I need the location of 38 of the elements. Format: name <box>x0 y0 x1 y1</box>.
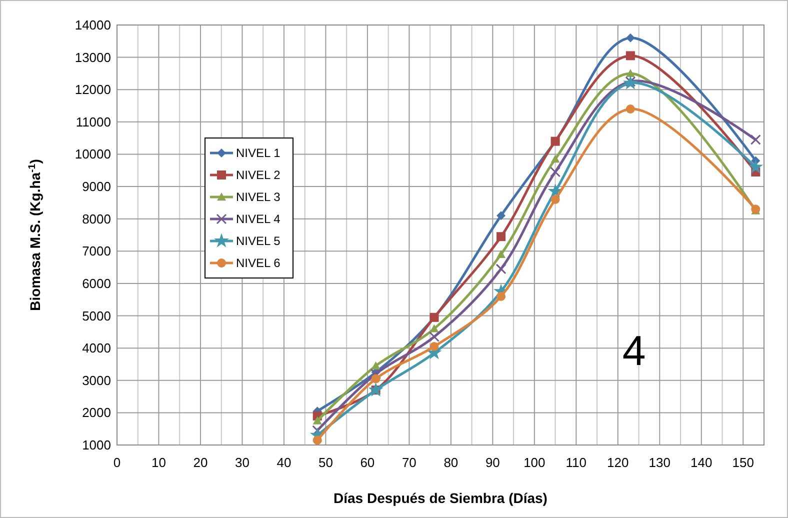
x-tick-label: 20 <box>193 455 208 470</box>
x-tick-label: 120 <box>607 455 629 470</box>
x-tick-label: 70 <box>402 455 416 470</box>
x-axis-title: Días Después de Siembra (Días) <box>334 490 548 506</box>
legend-label: NIVEL 3 <box>236 190 281 204</box>
y-tick-label: 9000 <box>82 179 111 194</box>
y-tick-label: 2000 <box>82 405 111 420</box>
y-tick-label: 7000 <box>82 244 111 259</box>
y-tick-label: 12000 <box>74 82 111 98</box>
x-tick-label: 60 <box>360 455 375 470</box>
y-tick-label: 11000 <box>76 114 111 130</box>
x-tick-label: 130 <box>648 455 670 470</box>
x-tick-label: 0 <box>113 455 121 470</box>
y-tick-label: 10000 <box>74 146 111 162</box>
y-tick-label: 5000 <box>82 308 111 324</box>
y-tick-label: 3000 <box>82 372 111 388</box>
x-tick-label: 40 <box>276 455 292 470</box>
x-tick-label: 10 <box>152 455 166 470</box>
x-tick-label: 100 <box>524 455 546 470</box>
legend-label: NIVEL 1 <box>236 146 281 160</box>
legend-label: NIVEL 5 <box>236 234 281 248</box>
x-tick-label: 150 <box>732 455 754 470</box>
y-tick-label: 13000 <box>74 50 111 65</box>
y-tick-label: 8000 <box>82 211 111 226</box>
y-tick-label: 14000 <box>74 18 111 32</box>
x-tick-label: 90 <box>485 455 500 470</box>
y-tick-label: 6000 <box>82 276 111 291</box>
legend-label: NIVEL 4 <box>236 212 281 226</box>
y-tick-label: 1000 <box>82 438 111 452</box>
x-tick-label: 50 <box>318 455 333 470</box>
x-tick-label: 110 <box>566 455 587 470</box>
y-tick-label: 4000 <box>82 340 111 356</box>
x-tick-label: 140 <box>690 455 712 470</box>
x-tick-label: 30 <box>234 455 250 470</box>
annotation: 4 <box>622 327 646 374</box>
legend-label: NIVEL 2 <box>236 168 281 182</box>
legend-label: NIVEL 6 <box>236 256 281 270</box>
x-tick-label: 80 <box>444 455 458 470</box>
